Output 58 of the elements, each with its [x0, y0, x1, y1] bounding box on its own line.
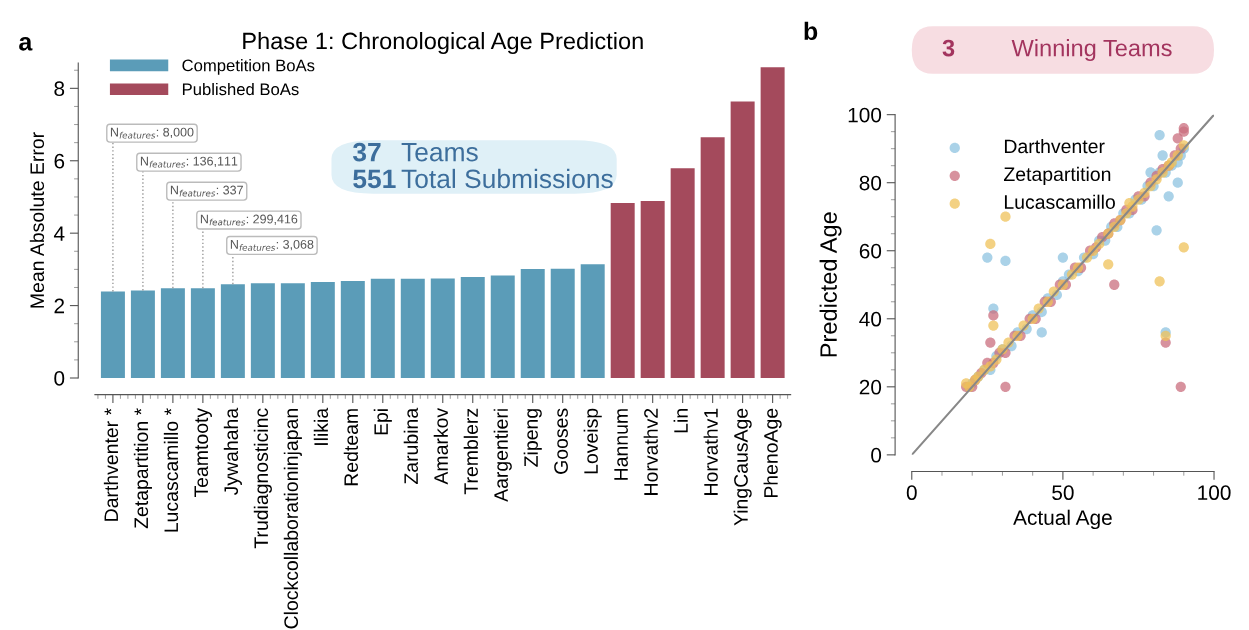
annotation: N$_{features}$: 3,068 [230, 239, 314, 251]
legend-label: Competition BoAs [182, 59, 315, 75]
x-tick-label: Horvathv1 [703, 408, 718, 495]
y-tick-label: 8 [54, 81, 65, 97]
legend-label: Published BoAs [182, 82, 299, 96]
y-axis-title: Predicted Age [819, 212, 842, 357]
y-tick-label: 60 [859, 243, 882, 259]
x-tick-label: YingCausAge [733, 408, 752, 526]
y-tick-label: 0 [54, 371, 65, 386]
x-tick-label: Lucascamillo * [163, 408, 179, 532]
x-tick-label: PhenoAge [763, 408, 782, 498]
x-axis-title: Actual Age [1013, 509, 1112, 530]
x-tick-label: Tremblerz [463, 408, 478, 495]
x-tick-label: Trudiagnosticinc [253, 408, 272, 549]
x-tick-label: Jywahaha [223, 407, 242, 496]
y-tick-label: 4 [53, 226, 65, 241]
legend-label: Lucascamillo [1004, 194, 1115, 209]
y-tick-label: 2 [54, 298, 65, 314]
annotation: Teams [401, 143, 478, 162]
text: Winning Teams [1011, 39, 1172, 62]
x-tick-label: Redteam [343, 409, 359, 486]
x-tick-label: Aargentieri [493, 409, 512, 502]
x-tick-label: Gooses [554, 408, 568, 474]
x-tick-label: 100 [1198, 485, 1231, 501]
y-tick-label: 20 [859, 379, 882, 395]
annotation: 551 [353, 169, 396, 189]
text: 3 [942, 39, 955, 57]
y-tick-label: 100 [848, 107, 882, 123]
x-tick-label: 0 [906, 485, 917, 501]
annotation: 37 [352, 142, 381, 162]
annotation: N$_{features}$: 299,416 [200, 214, 298, 226]
annotation: N$_{features}$: 136,111 [140, 156, 238, 168]
x-tick-label: Zipeng [523, 409, 542, 467]
legend-label: Zetapartition [1003, 166, 1111, 185]
chart-title: Phase 1: Chronological Age Prediction [243, 32, 643, 55]
x-tick-label: Loveisp [583, 408, 602, 474]
x-tick-label: Lin [673, 409, 688, 433]
y-tick-label: 80 [859, 175, 882, 191]
x-tick-label: Clockcollaborationinjapan [283, 409, 302, 629]
annotation: N$_{features}$: 8,000 [110, 127, 194, 139]
x-tick-label: Zarubina [403, 407, 418, 484]
x-tick-label: Darthventer * [103, 408, 119, 521]
annotation: Total Submissions [401, 168, 613, 189]
text: a [19, 36, 33, 51]
x-tick-label: Epi [373, 409, 392, 435]
x-tick-label: Teamtooty [194, 407, 212, 498]
y-tick-label: 40 [859, 311, 882, 327]
legend-label: Darthventer [1004, 138, 1105, 154]
x-tick-label: Ilikia [313, 407, 329, 445]
x-tick-label: Zetapartition * [133, 408, 152, 529]
annotation: N$_{features}$: 337 [170, 185, 243, 197]
x-tick-label: Horvathv2 [643, 408, 658, 495]
x-tick-label: 50 [1052, 485, 1074, 501]
x-tick-label: Amarkov [433, 407, 448, 485]
y-tick-label: 6 [54, 153, 65, 169]
y-axis-title: Mean Absolute Error [29, 132, 45, 308]
text: b [804, 21, 818, 41]
x-tick-label: Hannum [614, 409, 628, 480]
